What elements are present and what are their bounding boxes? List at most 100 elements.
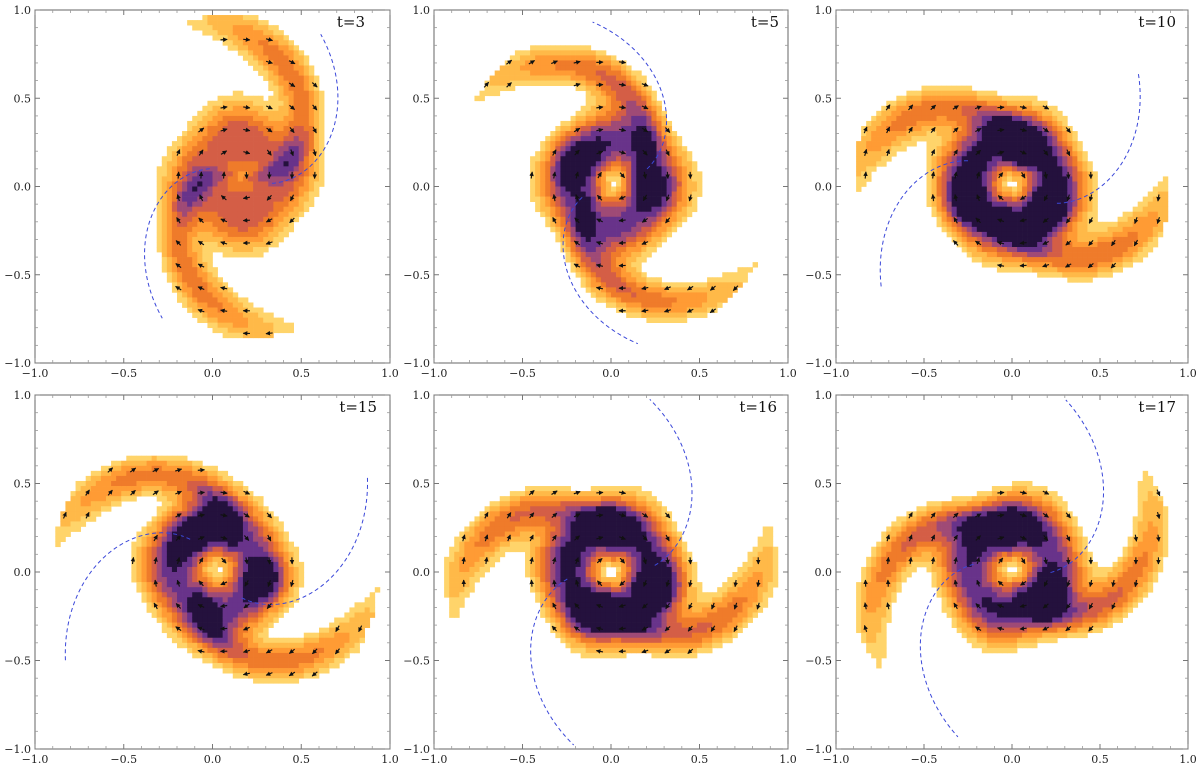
heatmap-cell [595,181,602,187]
heatmap-cell [248,226,254,233]
heatmap-cell [580,115,587,122]
heatmap-cell [717,287,723,293]
heatmap-cell [600,80,607,86]
heatmap-cell [293,115,300,122]
heatmap-cell [936,120,942,127]
heatmap-cell [1152,196,1159,202]
heatmap-cell [626,287,632,293]
heatmap-cell [202,241,208,248]
heatmap-cell [263,136,269,142]
heatmap-cell [182,297,188,303]
heatmap-cell [1162,181,1169,187]
heatmap-cell [222,201,229,208]
heatmap-cell [212,312,218,318]
heatmap-cell [1001,166,1008,172]
heatmap-cell [192,282,198,288]
heatmap-cell [258,25,264,31]
heatmap-cell [906,90,912,97]
heatmap-cell [136,566,142,573]
heatmap-cell [996,211,1003,218]
heatmap-cell [212,141,218,147]
heatmap-cell [956,221,963,228]
heatmap-cell [258,307,264,313]
heatmap-cell [981,105,988,112]
heatmap-cell [131,546,137,553]
heatmap-cell [258,176,264,182]
heatmap-cell [981,262,988,268]
velocity-arrow [574,149,580,156]
heatmap-cell [263,125,269,132]
heatmap-cell [273,226,279,233]
heatmap-cell [641,141,647,147]
heatmap-cell [151,470,158,477]
heatmap-cell [303,156,310,162]
heatmap-cell [737,272,743,278]
heatmap-cell [986,125,993,132]
heatmap-cell [1037,262,1043,268]
heatmap-cell [1112,226,1118,233]
heatmap-cell [1027,267,1033,273]
heatmap-cell [616,120,622,127]
heatmap-cell [611,166,617,172]
heatmap-cell [182,516,188,522]
heatmap-cell [661,146,667,152]
heatmap-cell [131,475,137,482]
heatmap-cell [631,206,637,213]
heatmap-cell [227,302,234,308]
heatmap-cell [931,110,937,117]
heatmap-cell [313,85,320,92]
heatmap-cell [171,622,178,628]
heatmap-cell [227,201,234,208]
heatmap-cell [631,226,637,233]
heatmap-cell [242,176,249,182]
heatmap-cell [1062,216,1068,223]
heatmap-cell [605,272,612,278]
heatmap-cell [232,191,239,197]
heatmap-cell [540,151,546,157]
heatmap-cell [585,191,592,197]
heatmap-cell [1117,221,1123,228]
heatmap-cell [590,252,597,258]
heatmap-cell [258,191,264,197]
heatmap-cell [141,531,147,537]
heatmap-cell [966,241,973,248]
heatmap-cell [202,131,208,137]
heatmap-cell [1027,136,1033,142]
heatmap-cell [646,176,652,182]
heatmap-cell [611,257,617,263]
heatmap-cell [1157,181,1164,187]
heatmap-cell [565,236,571,243]
heatmap-cell [911,100,917,107]
heatmap-cell [1157,221,1164,228]
heatmap-cell [691,312,698,318]
heatmap-cell [595,236,602,243]
heatmap-cell [273,186,279,192]
heatmap-cell [595,277,602,283]
velocity-arrow [289,104,295,111]
heatmap-cell [192,262,198,268]
heatmap-cell [691,176,698,182]
heatmap-cell [966,211,973,218]
heatmap-cell [166,506,173,512]
heatmap-cell [646,282,652,288]
heatmap-cell [671,131,678,137]
heatmap-cell [1097,272,1103,278]
heatmap-cell [1001,257,1008,263]
heatmap-cell [616,206,622,213]
heatmap-cell [248,110,254,117]
heatmap-cell [95,486,102,492]
heatmap-cell [237,120,244,127]
heatmap-cell [197,312,203,318]
heatmap-cell [611,115,617,122]
heatmap-cell [550,55,556,61]
heatmap-cell [253,131,259,137]
heatmap-cell [616,191,622,197]
heatmap-cell [177,231,183,238]
heatmap-cell [636,267,642,273]
heatmap-cell [936,206,942,213]
heatmap-cell [268,241,274,248]
heatmap-cell [192,131,198,137]
heatmap-cell [560,176,566,182]
heatmap-cell [1017,176,1023,182]
heatmap-cell [1087,211,1093,218]
